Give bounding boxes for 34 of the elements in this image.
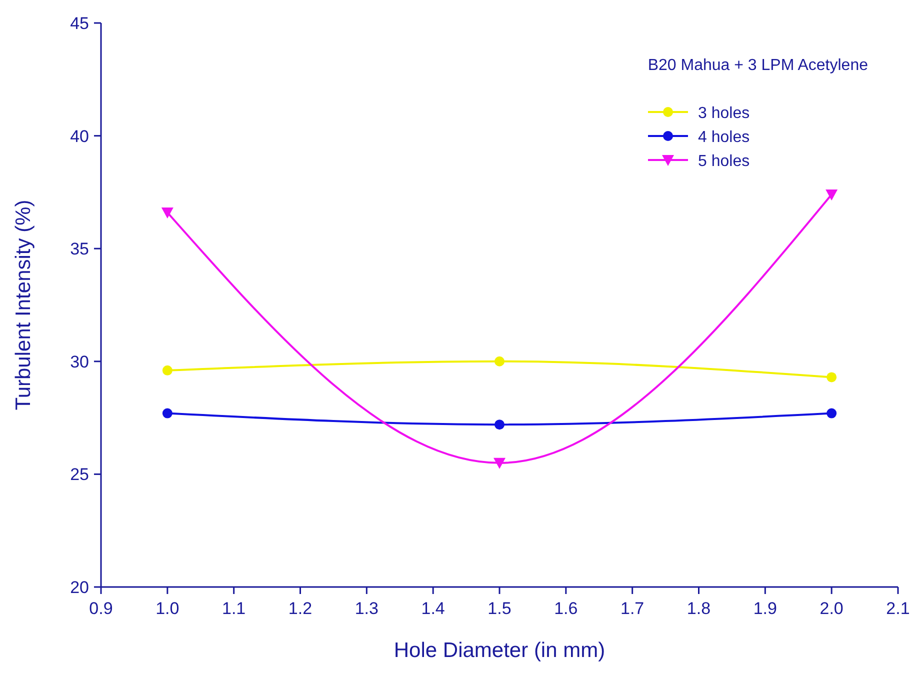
x-tick-label: 1.6 (554, 599, 578, 618)
point (162, 365, 172, 376)
x-tick-label: 1.8 (686, 599, 711, 618)
x-axis-title: Hole Diameter (in mm) (394, 639, 606, 662)
legend-label: 5 holes (698, 153, 750, 170)
x-tick-label: 1.3 (354, 599, 378, 618)
x-tick-label: 1.0 (156, 599, 180, 618)
x-tick-label: 1.7 (620, 599, 644, 618)
x-tick-label: 1.4 (421, 599, 445, 618)
x-tick-label: 1.2 (288, 599, 312, 618)
legend-label: 3 holes (698, 105, 750, 122)
point (826, 189, 838, 200)
point (826, 372, 837, 382)
point (161, 208, 174, 219)
annotation: B20 Mahua + 3 LPM Acetylene (648, 57, 868, 74)
x-tick-label: 1.5 (488, 599, 512, 618)
y-tick-label: 45 (70, 14, 89, 33)
x-tick-label: 2.0 (820, 599, 844, 618)
legend-label: 4 holes (698, 129, 750, 146)
point (162, 408, 172, 418)
y-tick-label: 25 (70, 465, 89, 484)
x-tick-label: 0.9 (89, 599, 113, 618)
y-tick-label: 35 (70, 240, 89, 259)
point (494, 420, 504, 430)
x-tick-label: 1.1 (222, 599, 246, 618)
y-tick-label: 20 (70, 578, 89, 597)
point (494, 356, 504, 366)
x-tick-label: 1.9 (753, 599, 777, 618)
point (826, 408, 837, 418)
y-tick-label: 40 (70, 126, 89, 146)
y-axis-title: Turbulent Intensity (%) (12, 200, 35, 410)
y-tick-label: 30 (70, 352, 89, 372)
point (494, 458, 506, 469)
x-tick-label: 2.1 (886, 599, 910, 618)
